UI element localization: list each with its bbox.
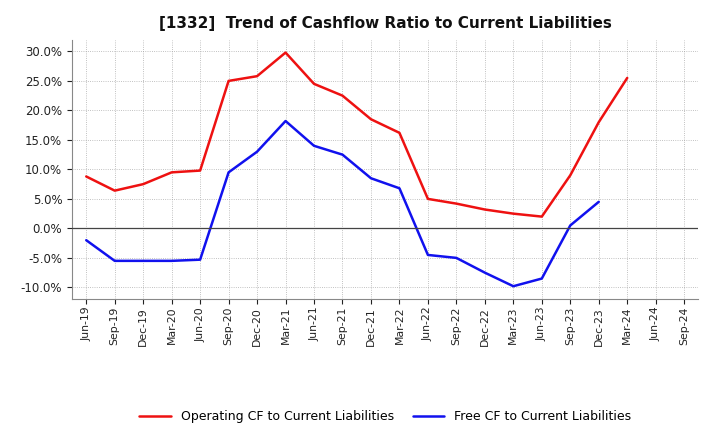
Free CF to Current Liabilities: [395, 186, 404, 191]
Line: Operating CF to Current Liabilities: Operating CF to Current Liabilities: [86, 52, 627, 216]
Legend: Operating CF to Current Liabilities, Free CF to Current Liabilities: Operating CF to Current Liabilities, Fre…: [135, 405, 636, 428]
Title: [1332]  Trend of Cashflow Ratio to Current Liabilities: [1332] Trend of Cashflow Ratio to Curren…: [159, 16, 611, 32]
Free CF to Current Liabilities: [566, 223, 575, 228]
Free CF to Current Liabilities: [338, 152, 347, 157]
Operating CF to Current Liabilities: [423, 196, 432, 202]
Free CF to Current Liabilities: [423, 252, 432, 257]
Free CF to Current Liabilities: [480, 270, 489, 275]
Free CF to Current Liabilities: [537, 276, 546, 281]
Operating CF to Current Liabilities: [82, 174, 91, 179]
Free CF to Current Liabilities: [82, 238, 91, 243]
Operating CF to Current Liabilities: [253, 73, 261, 79]
Operating CF to Current Liabilities: [480, 207, 489, 212]
Operating CF to Current Liabilities: [537, 214, 546, 219]
Free CF to Current Liabilities: [652, 180, 660, 185]
Operating CF to Current Liabilities: [452, 201, 461, 206]
Free CF to Current Liabilities: [282, 118, 290, 124]
Operating CF to Current Liabilities: [338, 93, 347, 98]
Operating CF to Current Liabilities: [167, 170, 176, 175]
Free CF to Current Liabilities: [310, 143, 318, 148]
Free CF to Current Liabilities: [366, 176, 375, 181]
Operating CF to Current Liabilities: [225, 78, 233, 84]
Operating CF to Current Liabilities: [623, 75, 631, 81]
Free CF to Current Liabilities: [595, 199, 603, 205]
Free CF to Current Liabilities: [196, 257, 204, 262]
Operating CF to Current Liabilities: [366, 117, 375, 122]
Free CF to Current Liabilities: [110, 258, 119, 264]
Free CF to Current Liabilities: [225, 170, 233, 175]
Free CF to Current Liabilities: [253, 149, 261, 154]
Operating CF to Current Liabilities: [110, 188, 119, 193]
Operating CF to Current Liabilities: [310, 81, 318, 87]
Operating CF to Current Liabilities: [509, 211, 518, 216]
Operating CF to Current Liabilities: [139, 182, 148, 187]
Line: Free CF to Current Liabilities: Free CF to Current Liabilities: [86, 121, 656, 286]
Free CF to Current Liabilities: [139, 258, 148, 264]
Free CF to Current Liabilities: [452, 255, 461, 260]
Operating CF to Current Liabilities: [595, 120, 603, 125]
Operating CF to Current Liabilities: [196, 168, 204, 173]
Free CF to Current Liabilities: [509, 284, 518, 289]
Free CF to Current Liabilities: [167, 258, 176, 264]
Operating CF to Current Liabilities: [395, 130, 404, 136]
Operating CF to Current Liabilities: [566, 172, 575, 178]
Operating CF to Current Liabilities: [282, 50, 290, 55]
